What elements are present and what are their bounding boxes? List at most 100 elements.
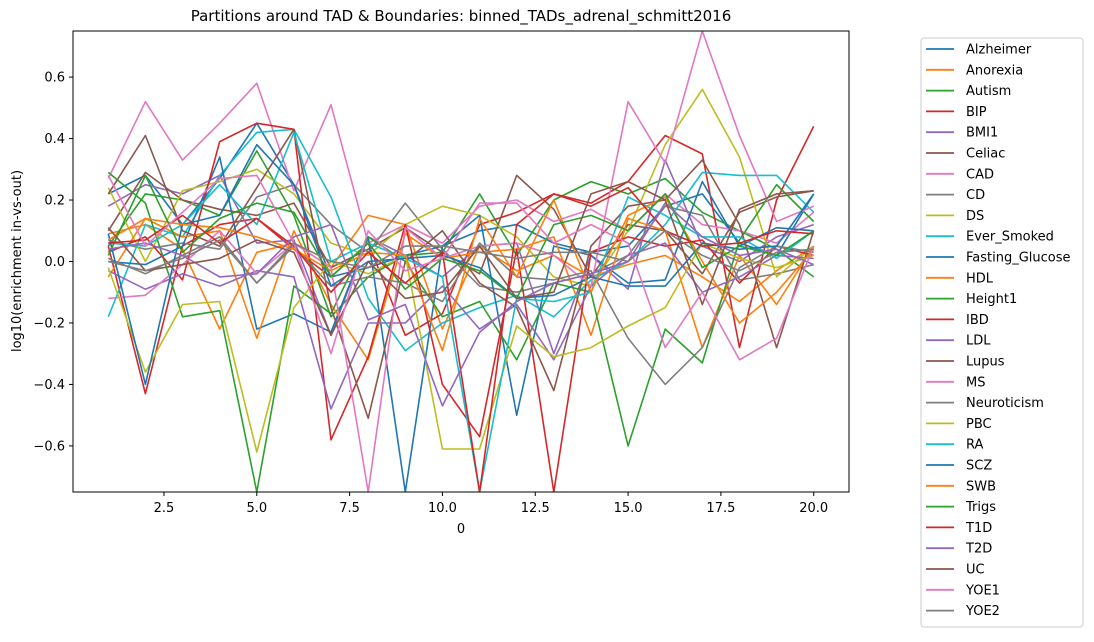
series-layer bbox=[107, 31, 815, 492]
legend-entry: CAD bbox=[926, 167, 994, 182]
x-tick-label: 2.5 bbox=[154, 501, 175, 516]
series-line-lupus bbox=[107, 128, 815, 420]
series-line-t1d bbox=[108, 186, 814, 492]
y-tick-label: −0.2 bbox=[33, 316, 65, 331]
series-line-uc bbox=[107, 180, 814, 337]
series-line-ldl bbox=[107, 242, 814, 410]
legend-entry: YOE2 bbox=[926, 604, 1000, 619]
series-line-yoe2 bbox=[108, 230, 814, 284]
legend-label: Lupus bbox=[966, 355, 1005, 370]
legend-entry: SWB bbox=[926, 479, 996, 494]
legend-entry: LDL bbox=[926, 334, 991, 349]
series-line-neuroticism bbox=[107, 236, 814, 386]
legend-entry: Celiac bbox=[926, 147, 1005, 162]
y-tick-label: −0.6 bbox=[33, 439, 65, 454]
series-line-alzheimer bbox=[107, 122, 815, 278]
series-line-trigs bbox=[107, 174, 815, 300]
y-tick-label: 0.4 bbox=[44, 132, 65, 147]
legend-entry: T2D bbox=[926, 542, 992, 557]
chart-title: Partitions around TAD & Boundaries: binn… bbox=[191, 7, 732, 26]
legend-label: RA bbox=[966, 438, 984, 453]
y-axis-ticks: −0.6 −0.4 −0.2 0.0 0.2 0.4 0.6 bbox=[33, 71, 73, 454]
legend-entry: RA bbox=[926, 438, 984, 453]
legend-label: T1D bbox=[965, 521, 992, 536]
legend-entry: Anorexia bbox=[926, 63, 1023, 78]
legend-label: CAD bbox=[966, 167, 994, 182]
legend-label: Anorexia bbox=[966, 63, 1023, 78]
legend-entry: BIP bbox=[926, 105, 987, 120]
legend-entry: Autism bbox=[926, 84, 1011, 99]
y-tick-label: −0.4 bbox=[33, 378, 65, 393]
legend-label: SWB bbox=[966, 479, 996, 494]
legend-entry: DS bbox=[926, 209, 984, 224]
legend-entry: HDL bbox=[926, 271, 994, 286]
x-tick-label: 20.0 bbox=[799, 501, 828, 516]
legend-label: LDL bbox=[966, 334, 991, 349]
x-axis-ticks: 2.5 5.0 7.5 10.0 12.5 15.0 17.5 20.0 bbox=[154, 492, 828, 516]
series-line-anorexia bbox=[108, 214, 815, 330]
legend-label: Height1 bbox=[966, 292, 1017, 307]
legend-entry: T1D bbox=[926, 521, 992, 536]
legend-label: PBC bbox=[966, 417, 992, 432]
series-line-height1 bbox=[107, 171, 815, 492]
legend-entry: Lupus bbox=[926, 355, 1005, 370]
x-tick-label: 10.0 bbox=[428, 501, 457, 516]
series-line-ra bbox=[108, 131, 815, 492]
legend-label: Trigs bbox=[965, 500, 996, 515]
legend-entry: UC bbox=[926, 563, 985, 578]
series-line-ibd bbox=[107, 122, 814, 492]
y-tick-label: 0.6 bbox=[44, 71, 65, 86]
legend-entry: Fasting_Glucose bbox=[926, 251, 1071, 266]
legend-label: CD bbox=[966, 188, 985, 203]
series-line-ms bbox=[108, 31, 815, 492]
x-tick-label: 17.5 bbox=[706, 501, 735, 516]
legend-entry: BMI1 bbox=[926, 126, 998, 141]
x-tick-label: 7.5 bbox=[339, 501, 360, 516]
series-line-yoe1 bbox=[107, 174, 815, 361]
legend-label: Neuroticism bbox=[966, 396, 1044, 411]
series-line-cad bbox=[107, 82, 815, 244]
legend-label: IBD bbox=[966, 313, 989, 328]
legend-label: Alzheimer bbox=[966, 43, 1032, 58]
legend-label: Autism bbox=[966, 84, 1011, 99]
legend-entry: IBD bbox=[926, 313, 989, 328]
legend-entry: PBC bbox=[926, 417, 992, 432]
legend-entry: Trigs bbox=[926, 500, 996, 515]
legend-entry: Neuroticism bbox=[926, 396, 1044, 411]
legend-entry: MS bbox=[926, 375, 985, 390]
series-line-cd bbox=[108, 183, 814, 294]
legend: Alzheimer Anorexia Autism BIP BMI1 Celiac CAD C… bbox=[920, 37, 1084, 628]
series-line-ds bbox=[107, 88, 815, 287]
legend-entry: CD bbox=[926, 188, 985, 203]
legend-label: YOE2 bbox=[965, 604, 1000, 619]
legend-label: MS bbox=[966, 375, 985, 390]
legend-label: Celiac bbox=[966, 147, 1005, 162]
x-tick-label: 5.0 bbox=[246, 501, 267, 516]
legend-label: BMI1 bbox=[966, 126, 998, 141]
series-line-t2d bbox=[108, 202, 815, 407]
legend-label: SCZ bbox=[966, 459, 992, 474]
legend-entry: Height1 bbox=[926, 292, 1017, 307]
x-tick-label: 12.5 bbox=[521, 501, 550, 516]
legend-entry: YOE1 bbox=[926, 583, 1000, 598]
legend-label: BIP bbox=[966, 105, 987, 120]
legend-entry: Ever_Smoked bbox=[926, 230, 1054, 245]
series-line-celiac bbox=[107, 171, 814, 278]
legend-label: Ever_Smoked bbox=[966, 230, 1054, 245]
legend-label: T2D bbox=[965, 542, 992, 557]
y-tick-label: 0.0 bbox=[44, 255, 65, 270]
legend-label: HDL bbox=[966, 271, 994, 286]
legend-label: DS bbox=[966, 209, 984, 224]
x-tick-label: 15.0 bbox=[614, 501, 643, 516]
series-line-ever-smoked bbox=[107, 128, 815, 352]
y-tick-label: 0.2 bbox=[44, 194, 65, 209]
x-axis-label: 0 bbox=[457, 522, 465, 537]
legend-label: YOE1 bbox=[965, 583, 1000, 598]
y-axis-label: log10(enrichment in-vs-out) bbox=[10, 170, 25, 352]
series-line-hdl bbox=[107, 217, 815, 361]
legend-entry: Alzheimer bbox=[926, 43, 1032, 58]
legend-entry: SCZ bbox=[926, 459, 992, 474]
legend-label: Fasting_Glucose bbox=[966, 251, 1071, 266]
